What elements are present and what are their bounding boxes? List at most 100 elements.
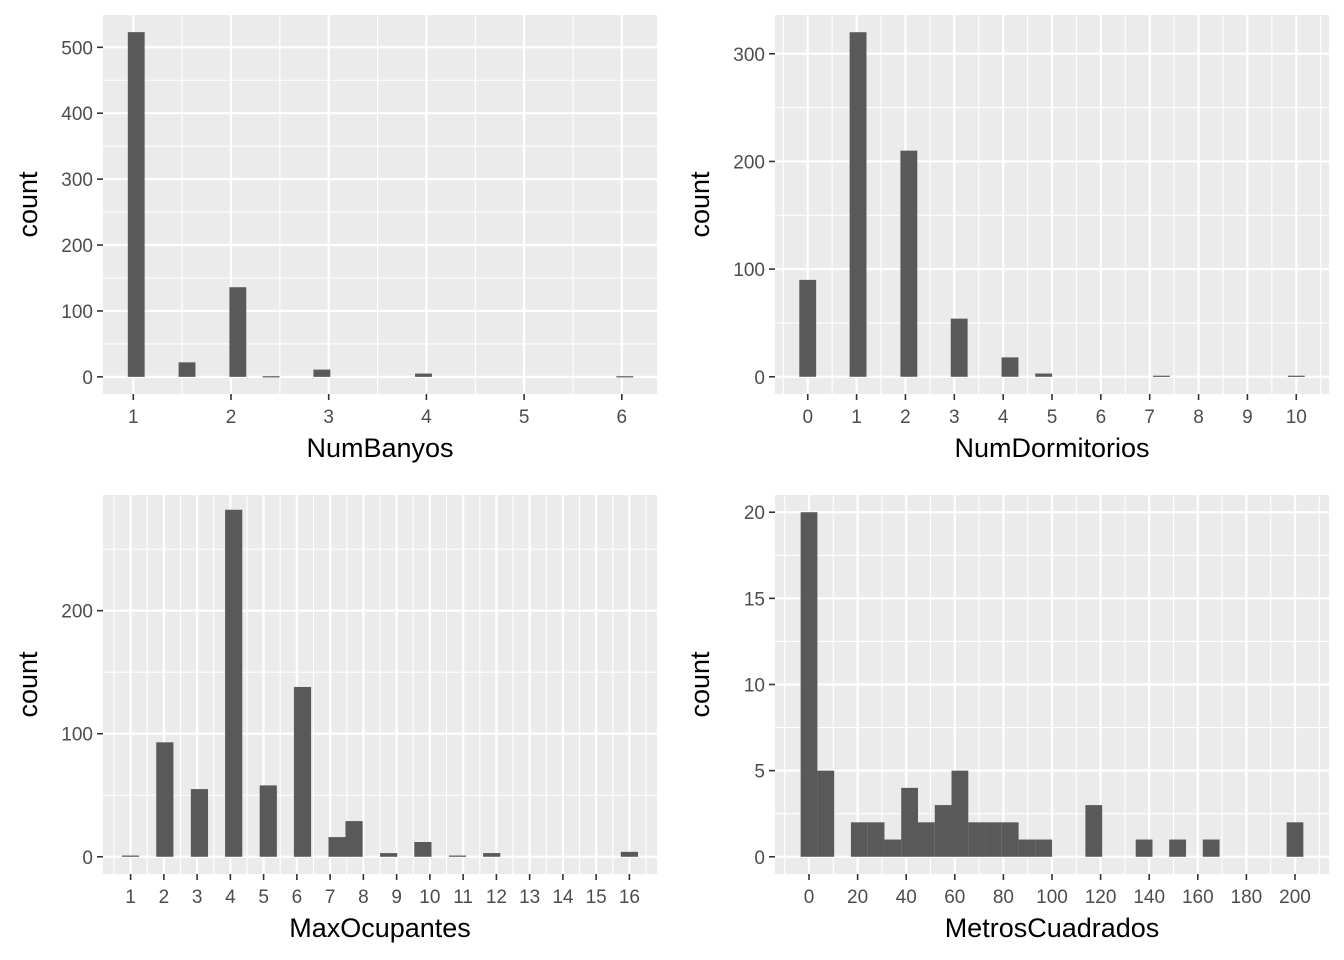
x-tick-label: 0 bbox=[804, 887, 815, 908]
chart-panel-3: 1 2 3 4 5 6 7 8 9 10 11 12 13 14 15 160100200MaxOcupant… bbox=[13, 495, 657, 943]
x-tick-label: 1 bbox=[125, 887, 136, 908]
histogram-bar bbox=[1018, 839, 1036, 857]
x-tick-label: 10 bbox=[1286, 407, 1307, 428]
histogram-bar bbox=[328, 837, 346, 857]
x-tick-label: 15 bbox=[586, 887, 607, 908]
x-tick-label: 6 bbox=[292, 887, 303, 908]
y-axis-title: count bbox=[13, 651, 43, 718]
y-tick-label: 300 bbox=[733, 45, 765, 66]
x-tick-label: 12 bbox=[486, 887, 507, 908]
x-tick-label: 8 bbox=[358, 887, 369, 908]
chart-panel-4: 0 20 40 60 80 100 120 140 160 180 200 0 5 10 15 20 Metro… bbox=[685, 495, 1329, 943]
histogram-bar bbox=[849, 32, 867, 377]
x-tick-label: 3 bbox=[192, 887, 203, 908]
y-tick-label: 200 bbox=[733, 152, 765, 173]
histogram-bar bbox=[122, 855, 140, 857]
x-tick-label: 9 bbox=[391, 887, 402, 908]
histogram-bar bbox=[1035, 839, 1053, 857]
y-tick-label: 10 bbox=[744, 676, 765, 697]
x-tick-label: 120 bbox=[1085, 887, 1117, 908]
x-tick-label: 1 bbox=[851, 407, 862, 428]
histogram-bar bbox=[293, 686, 312, 857]
histogram-bar bbox=[225, 509, 243, 857]
histogram-bar bbox=[1001, 822, 1019, 857]
histogram-bar bbox=[380, 853, 398, 857]
histogram-bar bbox=[951, 770, 969, 857]
x-tick-label: 7 bbox=[325, 887, 336, 908]
histogram-bar bbox=[1035, 373, 1053, 377]
y-axis-title: count bbox=[685, 651, 715, 718]
x-axis-title: NumBanyos bbox=[306, 433, 453, 463]
histogram-bar bbox=[190, 789, 209, 857]
y-tick-label: 0 bbox=[754, 848, 765, 869]
histogram-bar bbox=[616, 376, 634, 378]
x-tick-label: 1 bbox=[128, 407, 139, 428]
x-tick-label: 14 bbox=[552, 887, 574, 908]
x-tick-label: 100 bbox=[1036, 887, 1068, 908]
histogram-bar bbox=[884, 839, 902, 857]
histogram-bar bbox=[1001, 357, 1019, 377]
y-tick-label: 300 bbox=[61, 170, 93, 191]
x-tick-label: 80 bbox=[993, 887, 1014, 908]
histogram-bar bbox=[901, 787, 918, 857]
y-tick-label: 5 bbox=[754, 762, 765, 783]
x-tick-label: 13 bbox=[519, 887, 540, 908]
chart-panel-2: 0 1 2 3 4 5 6 7 8 9 100100200300NumDormitorioscoun… bbox=[685, 15, 1329, 463]
histogram-bar bbox=[620, 851, 638, 857]
histogram-bar bbox=[1169, 839, 1187, 857]
x-tick-label: 3 bbox=[323, 407, 334, 428]
y-axis-title: count bbox=[13, 171, 43, 238]
histogram-bar bbox=[313, 369, 331, 377]
y-tick-label: 100 bbox=[61, 725, 93, 746]
x-tick-label: 3 bbox=[949, 407, 960, 428]
histogram-bar bbox=[934, 805, 952, 857]
x-tick-label: 5 bbox=[519, 407, 530, 428]
histogram-bar bbox=[414, 842, 432, 857]
panel-background bbox=[103, 15, 657, 394]
x-tick-label: 6 bbox=[617, 407, 628, 428]
x-tick-label: 0 bbox=[802, 407, 813, 428]
x-tick-label: 2 bbox=[900, 407, 911, 428]
x-tick-label: 180 bbox=[1231, 887, 1263, 908]
x-tick-label: 4 bbox=[225, 887, 236, 908]
histogram-bar bbox=[985, 822, 1002, 857]
y-tick-label: 0 bbox=[82, 848, 93, 869]
x-axis-title: MetrosCuadrados bbox=[945, 913, 1160, 943]
y-tick-label: 400 bbox=[61, 104, 93, 125]
histogram-bar bbox=[262, 376, 280, 378]
x-tick-label: 160 bbox=[1182, 887, 1214, 908]
histogram-bar bbox=[156, 742, 174, 857]
x-tick-label: 140 bbox=[1133, 887, 1165, 908]
x-tick-label: 2 bbox=[226, 407, 237, 428]
x-tick-label: 7 bbox=[1144, 407, 1155, 428]
x-axis-title: NumDormitorios bbox=[954, 433, 1149, 463]
histogram-bar bbox=[259, 785, 277, 857]
histogram-bar bbox=[950, 318, 968, 377]
y-tick-label: 100 bbox=[61, 302, 93, 323]
x-tick-label: 60 bbox=[944, 887, 965, 908]
x-tick-label: 9 bbox=[1242, 407, 1253, 428]
histogram-bar bbox=[817, 770, 835, 857]
histogram-bar bbox=[415, 373, 432, 377]
x-tick-label: 20 bbox=[847, 887, 868, 908]
x-tick-label: 11 bbox=[453, 887, 473, 908]
histogram-bar bbox=[799, 279, 817, 377]
x-axis-title: MaxOcupantes bbox=[289, 913, 471, 943]
histogram-bar bbox=[1202, 839, 1220, 857]
histogram-bar bbox=[483, 853, 501, 857]
chart-panel-1: 1 2 3 4 5 6 0 100 200 300 400 500 NumBanyos count bbox=[13, 15, 657, 463]
histogram-bar bbox=[968, 822, 986, 857]
histogram-bar bbox=[1085, 805, 1103, 857]
x-tick-label: 8 bbox=[1193, 407, 1204, 428]
y-tick-label: 100 bbox=[733, 260, 765, 281]
histogram-bar bbox=[1287, 375, 1305, 377]
y-tick-label: 0 bbox=[754, 368, 765, 389]
x-tick-label: 200 bbox=[1279, 887, 1311, 908]
x-tick-label: 5 bbox=[258, 887, 269, 908]
histogram-bar bbox=[229, 287, 247, 377]
histogram-bar bbox=[867, 822, 885, 857]
x-tick-label: 16 bbox=[619, 887, 640, 908]
y-tick-label: 20 bbox=[744, 503, 765, 524]
histogram-bar bbox=[850, 822, 868, 857]
